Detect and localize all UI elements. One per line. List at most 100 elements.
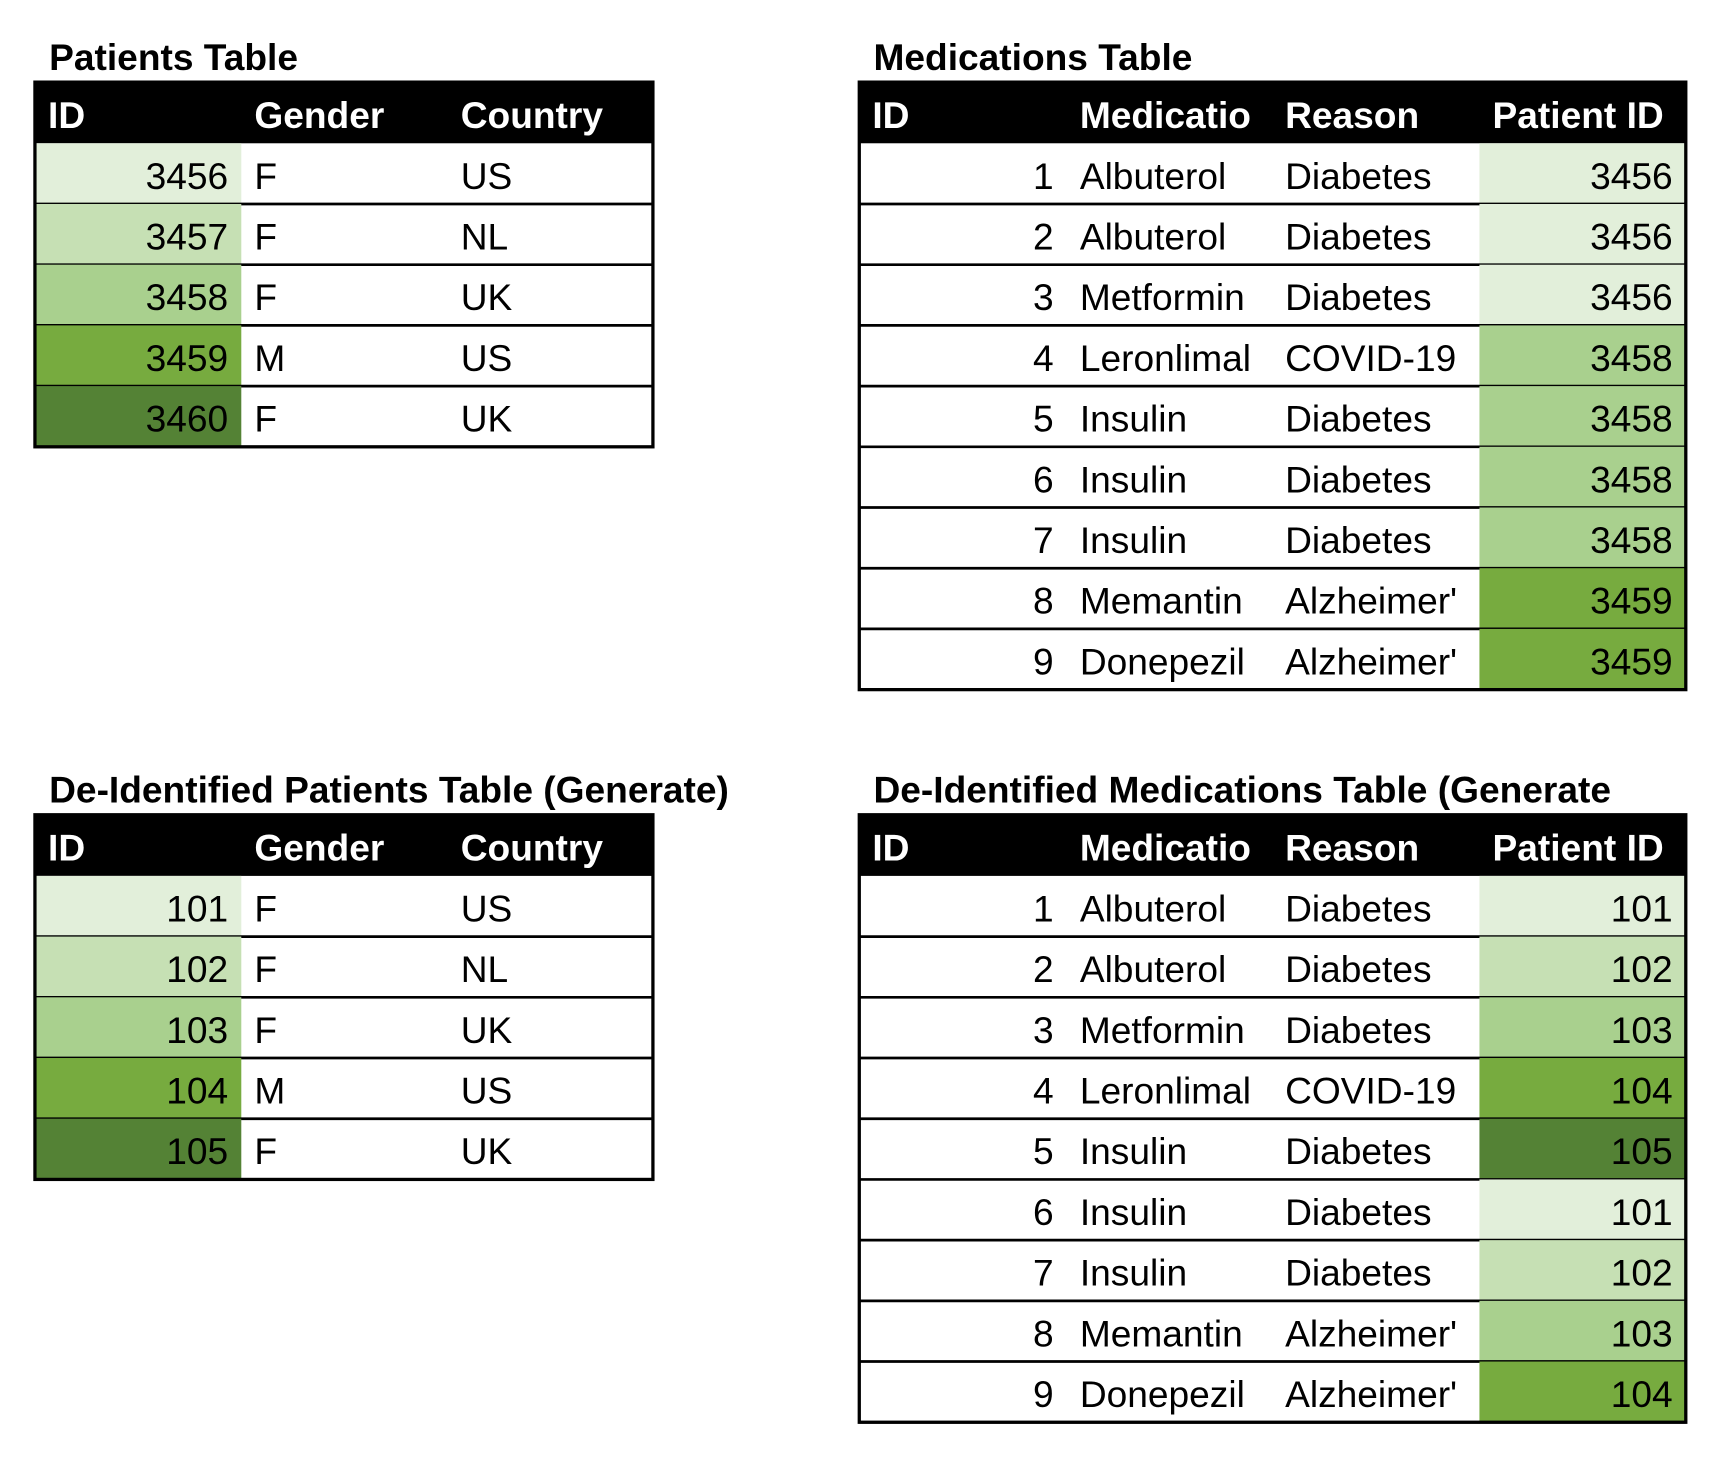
cell: F [254,216,277,258]
id-cell-fill [1479,325,1686,387]
table-title: Patients Table [49,36,298,78]
cell: 102 [1611,948,1673,990]
cell: 105 [166,1130,228,1172]
id-cell-fill [1479,1240,1686,1301]
cell: Diabetes [1285,1009,1431,1051]
column-header: Medicatio [1080,827,1251,869]
cell: 2 [1033,216,1054,258]
cell: Diabetes [1285,216,1431,258]
cell: Alzheimer' [1285,1312,1457,1354]
cell: 3456 [1590,276,1673,318]
cell: Insulin [1080,1191,1187,1233]
table: ID Gender Country 101 F US 102 F NL 103 F UK 104 M US 1… [33,813,655,1182]
id-cell-fill [34,203,242,265]
table: ID Medicatio Reason Patient ID 1 Albuterol Dia… [857,813,1688,1424]
header-row [34,814,653,876]
cell: 104 [166,1070,228,1112]
cell: NL [461,216,508,258]
id-cell-fill [1479,386,1686,447]
cell: 3 [1033,276,1054,318]
cell: 3458 [146,276,229,318]
cell: 7 [1033,1252,1054,1294]
cell: Diabetes [1285,1191,1431,1233]
cell: 103 [1611,1312,1673,1354]
id-cell-fill [1479,1118,1686,1180]
cell: 105 [1611,1130,1673,1172]
cell: Diabetes [1285,1130,1431,1172]
cell: 3456 [1590,216,1673,258]
cell: 4 [1033,1070,1054,1112]
cell: 3456 [1590,155,1673,197]
column-header: Country [461,827,604,869]
cell: COVID-19 [1285,337,1456,379]
column-header: ID [48,94,85,136]
cell: Alzheimer' [1285,580,1457,622]
cell: F [254,1009,277,1051]
id-cell-fill [1479,936,1686,998]
cell: 103 [1611,1009,1673,1051]
column-header: Reason [1285,94,1419,136]
id-cell-fill [34,1118,242,1180]
cell: F [254,398,277,440]
cell: Insulin [1080,519,1187,561]
id-cell-fill [34,143,242,204]
table-title: Medications Table [873,36,1192,78]
cell: 3 [1033,1009,1054,1051]
cell: COVID-19 [1285,1070,1456,1112]
cell: US [461,155,513,197]
column-header: Country [461,94,604,136]
cell: NL [461,948,508,990]
cell: 5 [1033,1130,1054,1172]
cell: F [254,276,277,318]
cell: 3459 [1590,580,1673,622]
column-header: Gender [254,94,384,136]
cell: Insulin [1080,458,1187,500]
column-header: ID [872,94,909,136]
id-cell-fill [1479,568,1686,629]
cell: 102 [166,948,228,990]
id-cell-fill [1479,446,1686,508]
id-cell-fill [34,386,242,447]
cell: F [254,948,277,990]
cell: Memantin [1080,1312,1243,1354]
cell: 3458 [1590,458,1673,500]
table-title: De-Identified Patients Table (Generate) [49,769,729,811]
cell: 9 [1033,1373,1054,1415]
cell: 102 [1611,1252,1673,1294]
cell: US [461,337,513,379]
cell: Leronlimal [1080,1070,1251,1112]
cell: 104 [1611,1070,1673,1112]
id-cell-fill [1479,875,1686,937]
column-header: Patient ID [1493,94,1664,136]
id-cell-fill [1479,203,1686,265]
id-cell-fill [1479,507,1686,569]
cell: 8 [1033,1312,1054,1354]
id-cell-fill [1479,1179,1686,1241]
table: ID Gender Country 3456 F US 3457 F NL 3458 F UK 3459… [33,80,655,449]
header-row [34,82,653,144]
cell: 3458 [1590,519,1673,561]
cell: Insulin [1080,1252,1187,1294]
cell: F [254,887,277,929]
cell: 101 [1611,887,1673,929]
cell: 8 [1033,580,1054,622]
cell: 3460 [146,398,229,440]
column-header: Gender [254,827,384,869]
cell: Diabetes [1285,458,1431,500]
cell: 1 [1033,155,1054,197]
cell: 3458 [1590,337,1673,379]
cell: UK [461,1130,513,1172]
cell: 6 [1033,458,1054,500]
id-cell-fill [34,997,242,1059]
cell: Metformin [1080,1009,1245,1051]
cell: Donepezil [1080,640,1245,682]
table-border [857,80,1688,692]
cell: UK [461,276,513,318]
cell: 3459 [146,337,229,379]
cell: Diabetes [1285,1252,1431,1294]
cell: M [254,1070,285,1112]
cell: 6 [1033,1191,1054,1233]
cell: Diabetes [1285,887,1431,929]
column-header: Reason [1285,827,1419,869]
